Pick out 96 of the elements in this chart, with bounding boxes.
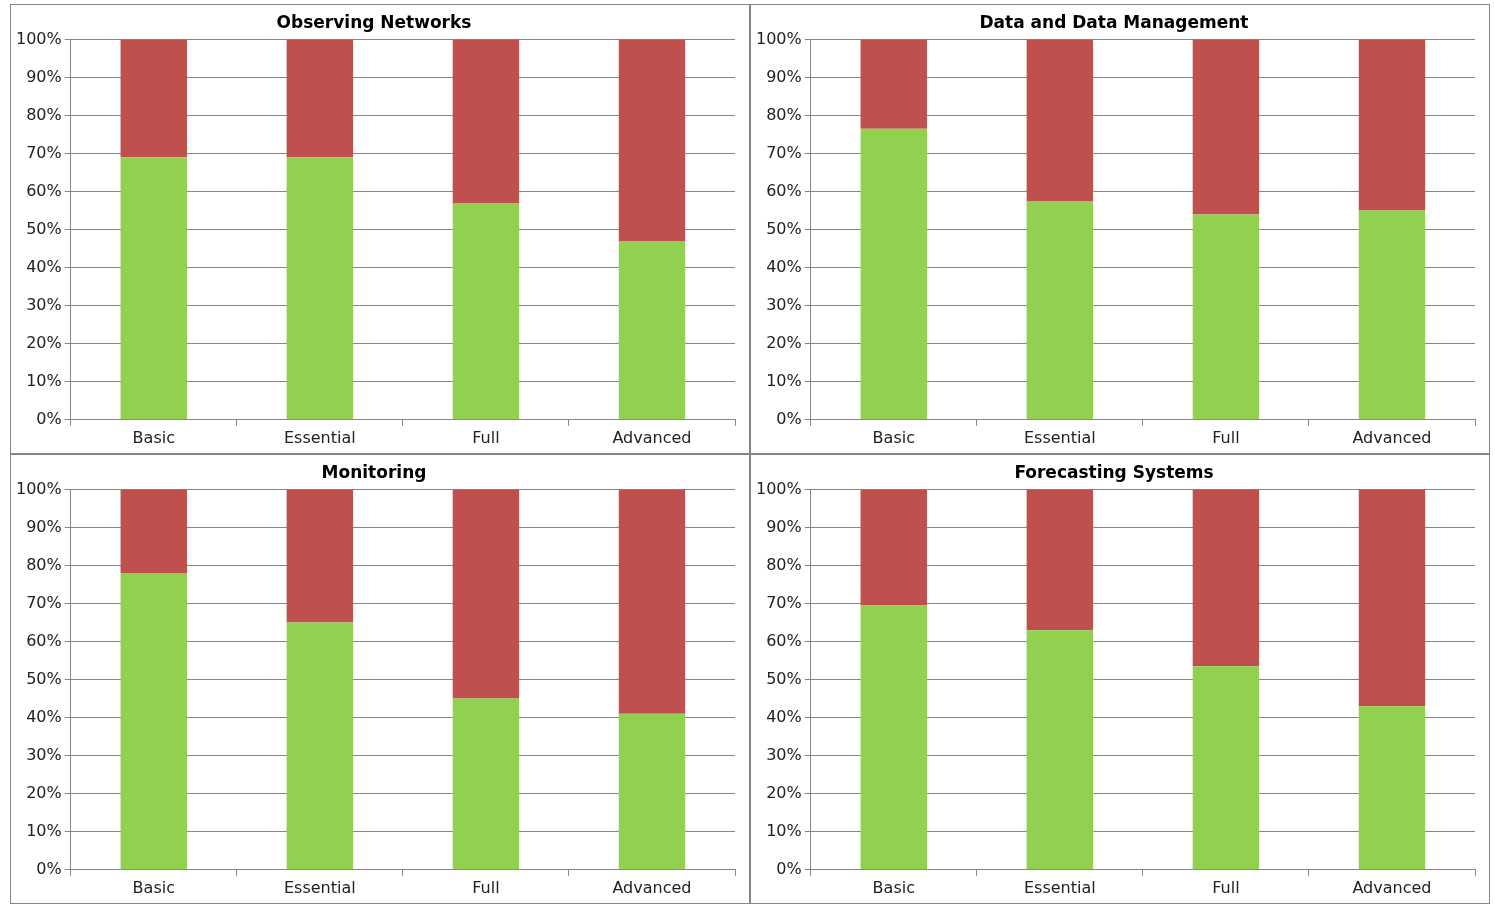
- y-tick-label: 80%: [766, 554, 802, 574]
- y-tick-label: 30%: [766, 744, 802, 764]
- bar: [1358, 706, 1426, 870]
- y-tick-label: 70%: [26, 592, 62, 612]
- y-tick-label: 50%: [26, 218, 62, 238]
- y-tick-label: 20%: [26, 782, 62, 802]
- y-tick-label: 0%: [776, 858, 802, 878]
- bar: [1358, 39, 1426, 211]
- x-tick-label: Advanced: [1352, 427, 1432, 447]
- y-tick-label: 80%: [26, 554, 62, 574]
- x-tick-label: Essential: [1023, 877, 1096, 897]
- bar: [286, 489, 354, 623]
- y-tick-label: 0%: [36, 858, 62, 878]
- y-tick-label: 70%: [26, 142, 62, 162]
- y-tick-label: 80%: [766, 104, 802, 124]
- bar: [860, 128, 927, 420]
- y-tick-label: 50%: [766, 668, 802, 688]
- y-tick-label: 40%: [766, 706, 802, 726]
- y-tick-label: 90%: [766, 66, 802, 86]
- y-tick-label: 40%: [766, 256, 802, 276]
- bar: [1026, 630, 1094, 870]
- bar: [1192, 666, 1260, 870]
- y-tick-label: 10%: [766, 370, 802, 390]
- y-tick-label: 90%: [766, 516, 802, 536]
- bar: [120, 39, 187, 158]
- bar: [860, 489, 927, 606]
- y-tick-label: 60%: [26, 180, 62, 200]
- y-tick-label: 30%: [26, 294, 62, 314]
- bar: [120, 573, 187, 870]
- y-tick-label: 60%: [766, 180, 802, 200]
- y-tick-label: 90%: [26, 66, 62, 86]
- y-tick-label: 50%: [766, 218, 802, 238]
- y-tick-label: 100%: [755, 28, 802, 48]
- x-tick-label: Advanced: [612, 877, 692, 897]
- bar: [286, 39, 354, 158]
- chart-title: Data and Data Management: [979, 11, 1249, 32]
- bar: [618, 489, 686, 714]
- x-tick-label: Essential: [283, 877, 356, 897]
- bar: [1026, 489, 1094, 631]
- y-tick-label: 20%: [766, 332, 802, 352]
- bar: [452, 698, 520, 870]
- x-tick-label: Basic: [872, 427, 915, 447]
- bar: [452, 202, 520, 420]
- bar: [120, 157, 187, 420]
- y-tick-label: 10%: [26, 820, 62, 840]
- bar: [1026, 201, 1094, 420]
- x-tick-label: Basic: [132, 877, 175, 897]
- y-tick-label: 90%: [26, 516, 62, 536]
- y-tick-label: 40%: [26, 706, 62, 726]
- bar: [1026, 39, 1094, 202]
- y-tick-label: 40%: [26, 256, 62, 276]
- y-tick-label: 20%: [26, 332, 62, 352]
- y-tick-label: 80%: [26, 104, 62, 124]
- bar: [618, 713, 686, 870]
- bar: [1192, 489, 1260, 667]
- y-tick-label: 10%: [766, 820, 802, 840]
- x-tick-label: Full: [472, 427, 500, 447]
- y-tick-label: 60%: [766, 630, 802, 650]
- bar: [286, 157, 354, 420]
- x-tick-label: Essential: [283, 427, 356, 447]
- x-tick-label: Full: [472, 877, 500, 897]
- chart-title: Monitoring: [321, 461, 427, 482]
- bar: [860, 39, 927, 129]
- bar: [618, 241, 686, 420]
- y-tick-label: 100%: [755, 478, 802, 498]
- x-tick-label: Essential: [1023, 427, 1096, 447]
- x-tick-label: Basic: [872, 877, 915, 897]
- x-tick-label: Full: [1212, 427, 1240, 447]
- bar: [452, 489, 520, 699]
- y-tick-label: 0%: [36, 408, 62, 428]
- x-tick-label: Advanced: [1352, 877, 1432, 897]
- y-tick-label: 0%: [776, 408, 802, 428]
- y-tick-label: 70%: [766, 142, 802, 162]
- y-tick-label: 10%: [26, 370, 62, 390]
- x-tick-label: Basic: [132, 427, 175, 447]
- y-tick-label: 100%: [15, 28, 62, 48]
- bar: [1358, 489, 1426, 707]
- bar: [860, 605, 927, 870]
- chart-title: Observing Networks: [276, 11, 472, 32]
- y-tick-label: 50%: [26, 668, 62, 688]
- bar: [1192, 214, 1260, 420]
- y-tick-label: 30%: [26, 744, 62, 764]
- y-tick-label: 100%: [15, 478, 62, 498]
- chart-title: Forecasting Systems: [1014, 461, 1214, 482]
- bar: [452, 39, 520, 203]
- bar: [120, 489, 187, 574]
- bar: [286, 622, 354, 870]
- y-tick-label: 20%: [766, 782, 802, 802]
- x-tick-label: Advanced: [612, 427, 692, 447]
- bar: [1358, 210, 1426, 420]
- x-tick-label: Full: [1212, 877, 1240, 897]
- y-tick-label: 70%: [766, 592, 802, 612]
- bar: [1192, 39, 1260, 215]
- bar: [618, 39, 686, 242]
- y-tick-label: 30%: [766, 294, 802, 314]
- y-tick-label: 60%: [26, 630, 62, 650]
